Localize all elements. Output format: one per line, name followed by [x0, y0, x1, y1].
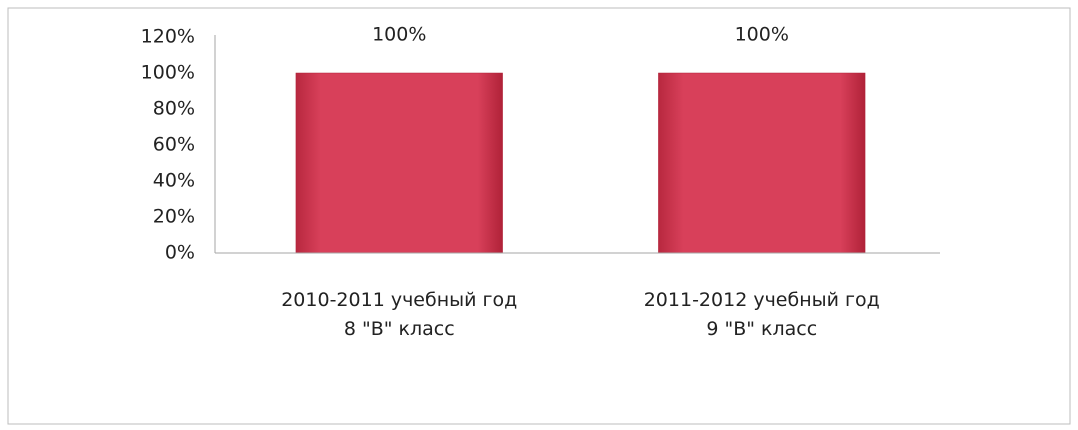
y-tick-label: 60%	[153, 134, 195, 156]
bar	[658, 72, 866, 254]
bar	[295, 72, 503, 254]
x-tick-label: 2011-2012 учебный год 9 "В" класс	[643, 289, 880, 340]
y-tick-label: 0%	[165, 242, 195, 264]
y-tick-label: 80%	[153, 98, 195, 120]
y-tick-label: 20%	[153, 206, 195, 228]
value-label: 100%	[735, 24, 789, 46]
y-tick-label: 100%	[141, 62, 195, 84]
chart-border	[7, 7, 1071, 425]
value-label: 100%	[372, 24, 426, 46]
y-tick-label: 120%	[141, 26, 195, 48]
x-tick-label: 2010-2011 учебный год 8 "В" класс	[281, 289, 518, 340]
y-tick-label: 40%	[153, 170, 195, 192]
